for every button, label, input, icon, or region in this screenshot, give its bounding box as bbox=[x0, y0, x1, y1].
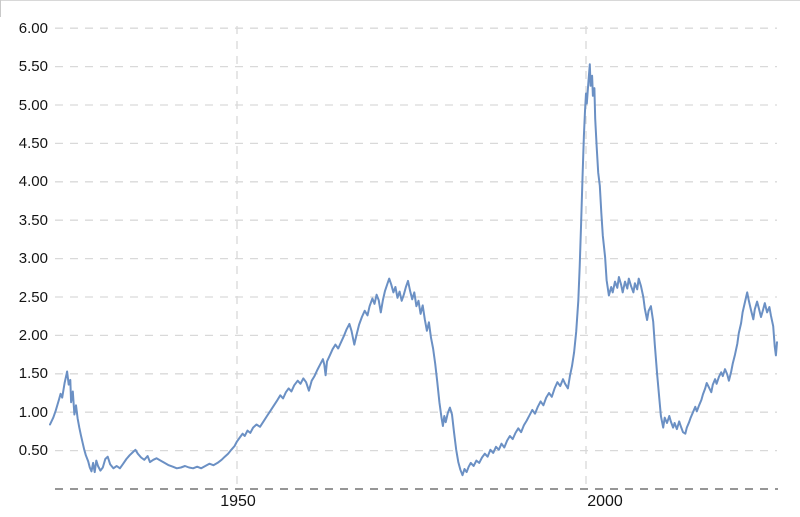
y-axis-tick-label: 5.50 bbox=[18, 58, 48, 76]
y-axis-tick-label: 0.50 bbox=[18, 442, 48, 460]
x-axis-tick-label: 2000 bbox=[587, 493, 623, 510]
y-axis-tick-label: 2.50 bbox=[18, 288, 48, 306]
y-axis-tick-label: 3.00 bbox=[18, 250, 48, 268]
left-border-fragment bbox=[0, 0, 1, 17]
series-line bbox=[49, 63, 778, 477]
x-axis-tick-label: 1950 bbox=[220, 493, 256, 510]
y-axis-tick-label: 4.00 bbox=[18, 173, 48, 191]
y-axis-tick-label: 1.50 bbox=[18, 365, 48, 383]
y-axis-tick-label: 3.50 bbox=[18, 211, 48, 229]
y-axis-tick-label: 4.50 bbox=[18, 134, 48, 152]
y-axis-tick-label: 1.00 bbox=[18, 403, 48, 421]
y-axis-tick-label: 5.00 bbox=[18, 96, 48, 114]
y-axis-tick-label: 6.00 bbox=[18, 19, 48, 37]
y-axis-tick-label: 2.00 bbox=[18, 326, 48, 344]
top-border bbox=[0, 0, 800, 1]
